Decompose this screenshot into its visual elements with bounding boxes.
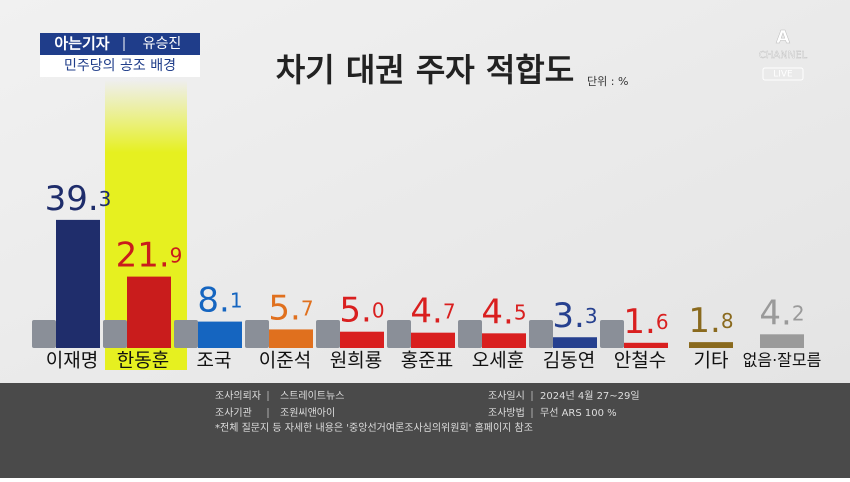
footer — [0, 383, 850, 478]
value-label: 21.9 — [116, 235, 183, 275]
value-label: 8.1 — [197, 280, 242, 320]
footer-label: 조사의뢰자 — [215, 390, 261, 402]
logo-mark: A — [776, 27, 790, 48]
portrait — [32, 320, 56, 348]
category-label: 오세훈 — [472, 350, 524, 372]
value-label: 4.7 — [410, 291, 455, 331]
bar — [198, 321, 242, 348]
footer-value: 무선 ARS 100 % — [540, 407, 617, 419]
reporter: 유승진 — [143, 36, 182, 52]
bar — [760, 334, 804, 348]
logo-name: CHANNEL — [759, 50, 808, 61]
live-box — [762, 67, 804, 81]
category-label: 원희룡 — [330, 350, 382, 372]
value-label: 3.3 — [552, 296, 597, 336]
value-label: 39.3 — [45, 178, 112, 218]
bar — [689, 342, 733, 348]
subtitle: 민주당의 공조 배경 — [64, 58, 176, 74]
category-label: 조국 — [197, 350, 232, 372]
category-label: 없음·잘모름 — [743, 351, 822, 370]
bar — [553, 337, 597, 348]
value-label: 4.2 — [759, 293, 804, 333]
category-label: 안철수 — [614, 350, 666, 372]
bar — [411, 332, 455, 348]
category-label: 이준석 — [259, 350, 311, 372]
value-label: 1.8 — [688, 301, 733, 341]
portrait — [458, 320, 482, 348]
category-label: 이재명 — [46, 350, 98, 372]
bar — [482, 333, 526, 348]
bar — [340, 331, 384, 348]
value-label: 1.6 — [623, 301, 668, 341]
portrait — [600, 320, 624, 348]
category-label: 한동훈 — [117, 350, 169, 372]
bar — [127, 276, 171, 348]
tag-box — [40, 33, 200, 55]
category-label: 기타 — [694, 350, 729, 372]
footer-value: 2024년 4월 27~29일 — [540, 390, 640, 402]
portrait — [387, 320, 411, 348]
unit: 단위 : % — [587, 75, 628, 88]
footer-note: *전체 질문지 등 자세한 내용은 '중앙선거여론조사심의위원회' 홈페이지 참… — [215, 421, 533, 434]
portrait — [316, 320, 340, 348]
portrait — [174, 320, 198, 348]
bar — [269, 329, 313, 348]
bar — [624, 342, 668, 348]
value-label: 5.0 — [339, 290, 384, 330]
tag: 아는기자 — [54, 35, 109, 53]
portrait — [103, 320, 127, 348]
category-label: 홍준표 — [401, 350, 453, 372]
portrait — [529, 320, 553, 348]
footer-label: 조사방법 — [488, 407, 525, 419]
category-label: 김동연 — [543, 350, 595, 372]
chart-title: 차기 대권 주자 적합도 — [276, 51, 574, 89]
portrait — [245, 320, 269, 348]
footer-label: 조사일시 — [488, 390, 525, 402]
footer-value: 조원씨앤아이 — [280, 407, 335, 419]
logo-live: LIVE — [773, 70, 793, 80]
subtitle-box — [40, 55, 200, 77]
footer-value: 스트레이트뉴스 — [280, 390, 344, 402]
value-label: 4.5 — [481, 292, 526, 332]
footer-label: 조사기관 — [215, 407, 252, 419]
value-label: 5.7 — [268, 288, 313, 328]
bar — [56, 219, 100, 348]
